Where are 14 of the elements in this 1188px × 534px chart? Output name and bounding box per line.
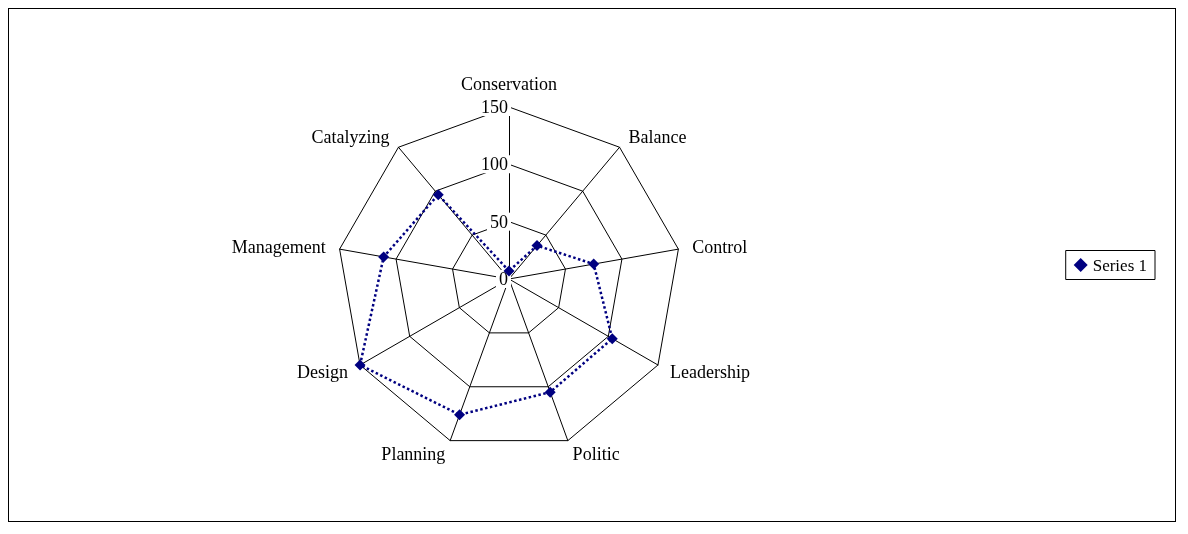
spoke-label: Balance — [628, 126, 687, 147]
spoke-label: Leadership — [670, 362, 751, 382]
spoke-label: Design — [296, 362, 348, 382]
y-tick-label: 150 — [481, 97, 508, 117]
spoke-label: Politic — [572, 443, 620, 464]
spoke-label: Catalyzing — [311, 126, 390, 147]
spoke-label: Planning — [381, 443, 446, 464]
y-tick-label: 100 — [481, 154, 508, 175]
y-tick-label: 0 — [499, 269, 508, 289]
spoke-label: Management — [231, 236, 326, 257]
legend-label: Series 1 — [1092, 255, 1147, 275]
spoke-label: Control — [692, 236, 748, 257]
y-tick-label: 50 — [490, 211, 508, 232]
spoke-label: Conservation — [461, 74, 557, 94]
